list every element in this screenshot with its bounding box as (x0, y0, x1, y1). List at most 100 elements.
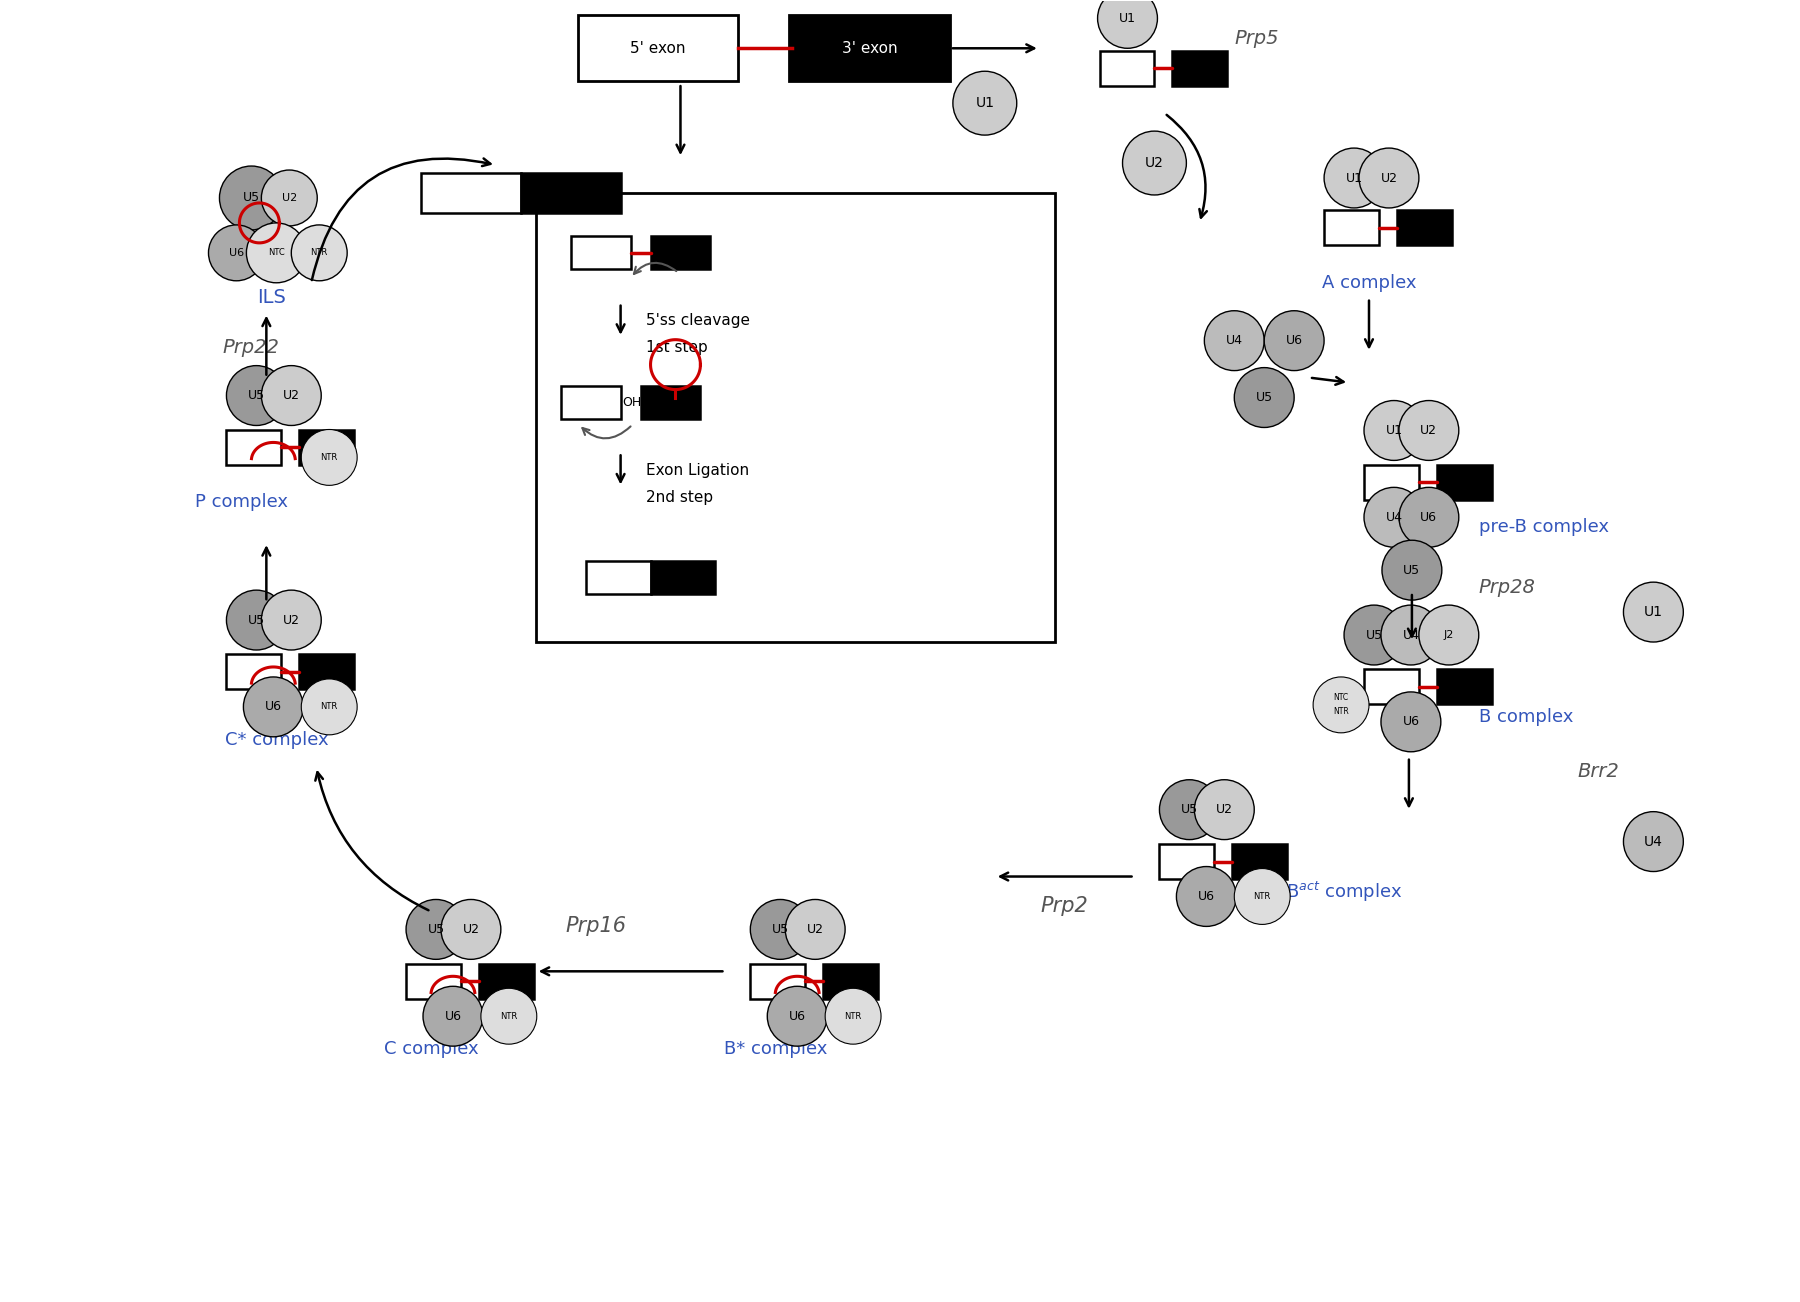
Circle shape (1381, 691, 1440, 751)
Circle shape (209, 225, 265, 281)
Circle shape (1195, 780, 1255, 840)
Circle shape (824, 988, 880, 1044)
Circle shape (1345, 605, 1404, 665)
Text: B complex: B complex (1480, 708, 1573, 725)
Text: U5: U5 (1256, 391, 1273, 404)
Text: Prp5: Prp5 (1235, 29, 1278, 48)
Circle shape (1359, 148, 1418, 208)
Bar (520, 173, 621, 214)
Circle shape (1177, 867, 1237, 927)
Bar (571, 237, 630, 270)
Circle shape (751, 900, 810, 960)
Circle shape (1364, 401, 1424, 461)
Bar (1364, 465, 1418, 500)
Bar (227, 655, 281, 690)
Bar (1233, 844, 1287, 879)
Text: Brr2: Brr2 (1577, 762, 1620, 781)
Text: NTR: NTR (320, 453, 338, 462)
Bar (479, 963, 535, 999)
Text: P complex: P complex (194, 493, 288, 512)
Bar (751, 963, 805, 999)
Text: C* complex: C* complex (225, 730, 328, 749)
Circle shape (1159, 780, 1219, 840)
Text: U5: U5 (427, 923, 445, 936)
Text: U1: U1 (1643, 605, 1663, 618)
Bar (299, 655, 355, 690)
FancyBboxPatch shape (578, 16, 738, 81)
Text: Prp22: Prp22 (223, 339, 279, 357)
Text: NTR: NTR (1334, 707, 1348, 716)
Text: 1st step: 1st step (646, 340, 707, 355)
Text: NTR: NTR (500, 1012, 517, 1021)
Circle shape (785, 900, 846, 960)
Text: J2: J2 (1444, 630, 1454, 641)
Circle shape (407, 900, 466, 960)
Text: NTC: NTC (268, 249, 284, 258)
Text: ILS: ILS (257, 288, 286, 307)
Bar (421, 173, 520, 214)
Circle shape (227, 366, 286, 426)
Bar (1436, 669, 1492, 704)
Circle shape (1399, 401, 1458, 461)
Bar (1397, 211, 1453, 245)
Circle shape (220, 167, 283, 230)
Text: U4: U4 (1386, 510, 1402, 523)
Circle shape (1364, 487, 1424, 547)
Bar (227, 430, 281, 465)
Circle shape (247, 223, 306, 283)
Circle shape (1325, 148, 1384, 208)
Text: NTR: NTR (311, 249, 328, 258)
Text: 2nd step: 2nd step (646, 490, 713, 505)
Text: U5: U5 (1366, 629, 1382, 642)
Text: Prp28: Prp28 (1480, 578, 1535, 596)
Bar (562, 387, 621, 419)
Text: U1: U1 (976, 96, 994, 111)
Text: NTR: NTR (1253, 892, 1271, 901)
Text: U1: U1 (1346, 172, 1363, 185)
Text: U2: U2 (1420, 424, 1438, 437)
Text: U5: U5 (243, 191, 259, 204)
Circle shape (423, 987, 482, 1046)
Bar (1325, 211, 1379, 245)
Text: B$^{act}$ complex: B$^{act}$ complex (1287, 879, 1402, 904)
Circle shape (952, 72, 1017, 135)
Text: A complex: A complex (1321, 273, 1417, 292)
Bar (1100, 51, 1154, 86)
Text: NTC: NTC (1334, 694, 1348, 702)
Text: OH: OH (623, 396, 643, 409)
Text: U5: U5 (772, 923, 788, 936)
Bar (299, 430, 355, 465)
Text: U6: U6 (265, 700, 283, 713)
Text: U5: U5 (1404, 564, 1420, 577)
Text: pre-B complex: pre-B complex (1480, 518, 1609, 536)
Circle shape (292, 225, 347, 281)
Text: U2: U2 (283, 613, 301, 626)
FancyBboxPatch shape (788, 16, 950, 81)
Circle shape (441, 900, 500, 960)
Text: A: A (670, 395, 680, 410)
Text: U6: U6 (1420, 510, 1438, 523)
Text: U4: U4 (1226, 335, 1242, 348)
Circle shape (481, 988, 536, 1044)
Circle shape (261, 590, 320, 650)
Circle shape (1624, 811, 1683, 871)
Circle shape (227, 590, 286, 650)
Circle shape (301, 430, 356, 486)
Circle shape (1235, 367, 1294, 427)
Bar (1364, 669, 1418, 704)
Text: U4: U4 (1643, 835, 1663, 849)
Circle shape (1264, 311, 1325, 371)
Text: U2: U2 (463, 923, 479, 936)
Circle shape (767, 987, 828, 1046)
Text: U6: U6 (229, 247, 245, 258)
Text: U2: U2 (283, 389, 301, 402)
Circle shape (1381, 605, 1440, 665)
Text: Prp2: Prp2 (1040, 897, 1089, 917)
Circle shape (243, 677, 302, 737)
Text: 5'ss cleavage: 5'ss cleavage (646, 314, 749, 328)
Bar (585, 561, 650, 594)
Circle shape (301, 678, 356, 734)
Bar (536, 193, 1055, 642)
Circle shape (261, 366, 320, 426)
Text: U6: U6 (1285, 335, 1303, 348)
